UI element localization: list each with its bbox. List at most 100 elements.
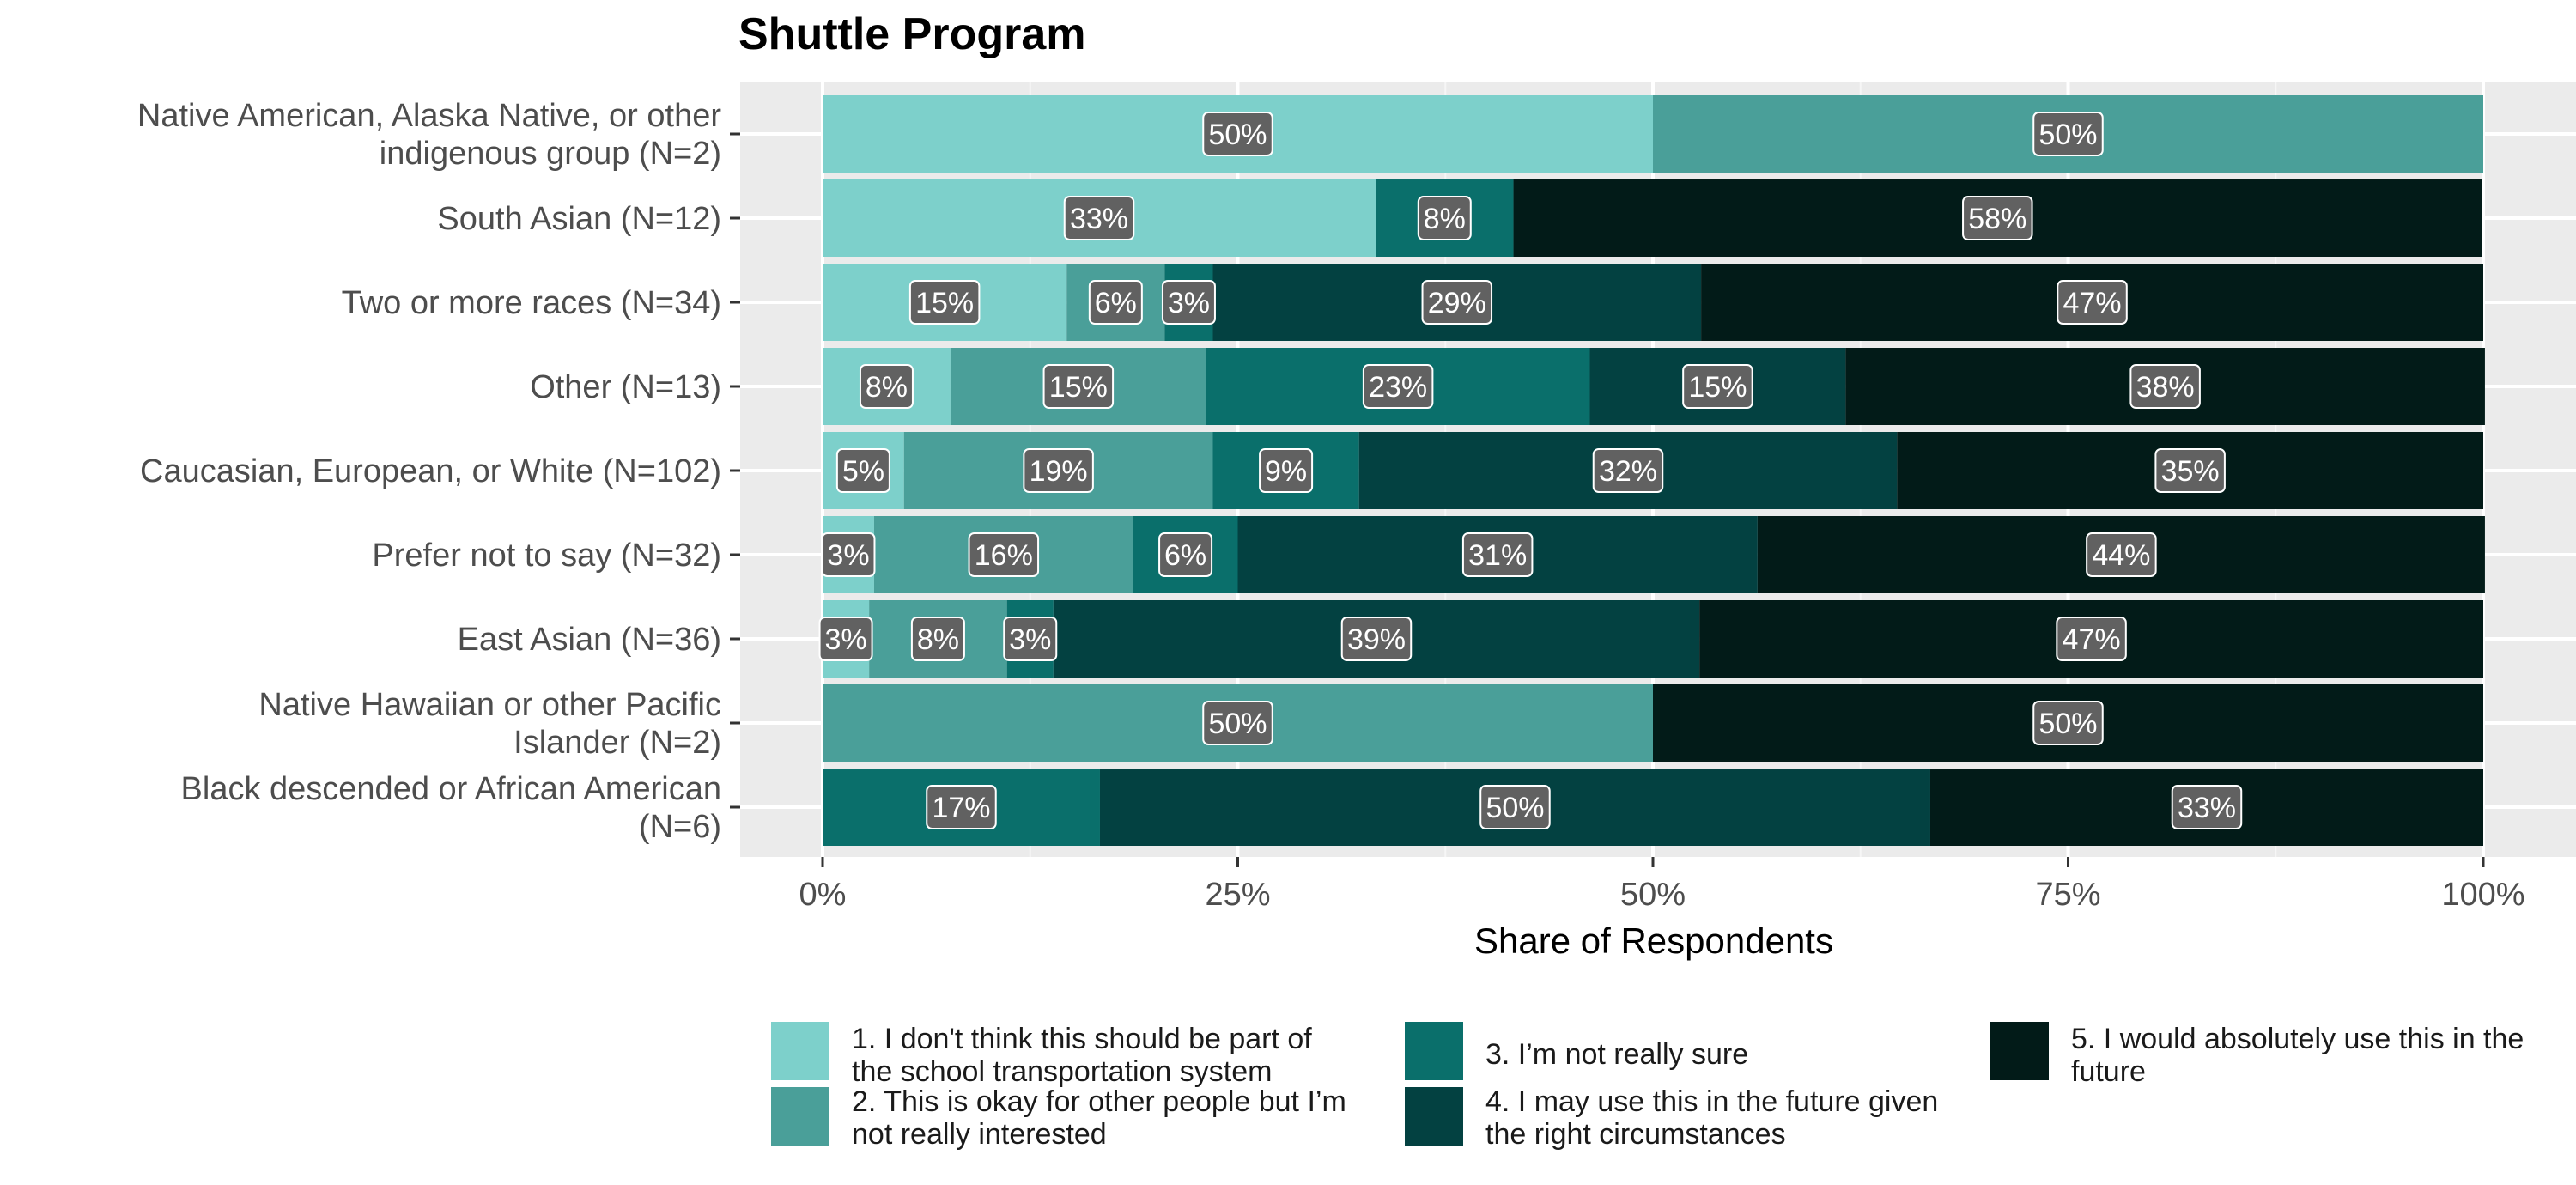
data-label: 50%: [2038, 118, 2097, 151]
legend-label: 4. I may use this in the future given the…: [1485, 1085, 2035, 1151]
data-label: 23%: [1369, 371, 1427, 404]
data-label: 17%: [932, 792, 990, 824]
legend-key: [771, 1022, 829, 1080]
y-tick-label: Other (N=13): [530, 369, 721, 405]
data-label: 16%: [975, 539, 1033, 572]
data-label: 8%: [1424, 203, 1466, 235]
y-tick-label: Islander (N=2): [513, 725, 721, 761]
data-label: 3%: [827, 539, 869, 572]
data-label-box: [2032, 701, 2104, 745]
data-label-box: [1063, 196, 1135, 240]
data-label-box: [821, 532, 876, 577]
data-label-box: [1202, 701, 1273, 745]
y-tick-label: Prefer not to say (N=32): [372, 538, 721, 574]
data-label-box: [926, 785, 997, 830]
data-label: 15%: [915, 287, 974, 319]
data-label-box: [1340, 617, 1413, 661]
data-label: 44%: [2092, 539, 2150, 572]
legend-label-line: 4. I may use this in the future given: [1485, 1085, 1939, 1118]
data-label-box: [2056, 617, 2127, 661]
data-label: 6%: [1164, 539, 1206, 572]
data-label: 3%: [825, 623, 867, 656]
data-label: 9%: [1265, 455, 1307, 488]
data-label-box: [968, 532, 1040, 577]
data-label-box: [910, 617, 965, 661]
data-label: 50%: [2038, 708, 2097, 740]
y-tick-label: indigenous group (N=2): [380, 136, 721, 172]
data-label: 31%: [1468, 539, 1527, 572]
data-label-box: [2086, 532, 2157, 577]
data-label-box: [2057, 280, 2128, 325]
data-label-box: [859, 364, 914, 409]
legend-label-line: 3. I’m not really sure: [1485, 1038, 1749, 1071]
legend-label-line: the right circumstances: [1485, 1118, 1786, 1151]
data-label: 29%: [1428, 287, 1486, 319]
data-label: 32%: [1599, 455, 1657, 488]
legend-label-line: the school transportation system: [852, 1055, 1273, 1088]
data-label: 3%: [1168, 287, 1210, 319]
data-label-box: [1023, 448, 1094, 493]
data-label-box: [1682, 364, 1753, 409]
data-label-box: [1962, 196, 2033, 240]
x-tick-label: 100%: [2441, 877, 2524, 913]
data-label-box: [908, 280, 981, 325]
data-label: 50%: [1208, 118, 1267, 151]
data-label-box: [1042, 364, 1115, 409]
x-tick-label: 50%: [1620, 877, 1686, 913]
y-tick-label: (N=6): [639, 809, 721, 845]
data-label-box: [1461, 532, 1534, 577]
data-label-box: [1259, 448, 1314, 493]
data-label: 58%: [1968, 203, 2026, 235]
data-label: 8%: [866, 371, 908, 404]
data-label: 15%: [1049, 371, 1108, 404]
data-label-box: [818, 617, 873, 661]
data-label-box: [1158, 532, 1213, 577]
data-label-box: [2032, 112, 2104, 156]
data-label-box: [1592, 448, 1664, 493]
y-tick-label: Native Hawaiian or other Pacific: [258, 687, 721, 723]
x-tick-label: 75%: [2035, 877, 2100, 913]
data-label-box: [1362, 364, 1434, 409]
data-label-box: [2129, 364, 2201, 409]
data-label-box: [2154, 448, 2226, 493]
legend-label-line: 5. I would absolutely use this in the: [2071, 1023, 2524, 1055]
data-label: 8%: [917, 623, 959, 656]
data-label: 33%: [1070, 203, 1128, 235]
legend-label: 2. This is okay for other people but I’m…: [852, 1085, 1401, 1151]
legend-label: 3. I’m not really sure: [1485, 1038, 2035, 1071]
data-label: 19%: [1030, 455, 1088, 488]
legend-label-line: 2. This is okay for other people but I’m: [852, 1085, 1346, 1118]
data-label: 3%: [1009, 623, 1051, 656]
legend-key: [1405, 1087, 1463, 1146]
y-tick-label: Native American, Alaska Native, or other: [137, 98, 721, 134]
y-tick-label: Caucasian, European, or White (N=102): [140, 453, 721, 489]
data-label-box: [1202, 112, 1273, 156]
data-label: 33%: [2178, 792, 2236, 824]
data-label-box: [2171, 785, 2243, 830]
y-tick-label: East Asian (N=36): [458, 622, 721, 658]
data-label-box: [1088, 280, 1143, 325]
data-label: 5%: [842, 455, 884, 488]
legend-key: [1990, 1022, 2049, 1080]
data-label-box: [1421, 280, 1493, 325]
y-tick-label: Two or more races (N=34): [342, 285, 721, 321]
legend-label-line: not really interested: [852, 1118, 1107, 1151]
data-label: 39%: [1347, 623, 1406, 656]
data-label: 50%: [1208, 708, 1267, 740]
legend-label: 5. I would absolutely use this in the fut…: [2071, 1023, 2576, 1088]
legend-label: 1. I don't think this should be part of t…: [852, 1023, 1401, 1088]
legend-label-line: future: [2071, 1055, 2146, 1088]
data-label: 47%: [2063, 623, 2121, 656]
legend-key: [771, 1087, 829, 1146]
data-label: 15%: [1688, 371, 1747, 404]
data-label-box: [1479, 785, 1551, 830]
data-label: 6%: [1095, 287, 1137, 319]
data-label-box: [1417, 196, 1472, 240]
legend-label-line: 1. I don't think this should be part of: [852, 1023, 1312, 1055]
data-label: 38%: [2136, 371, 2195, 404]
y-tick-label: Black descended or African American: [181, 771, 721, 807]
data-label: 35%: [2161, 455, 2220, 488]
chart-title: Shuttle Program: [738, 9, 1086, 59]
x-tick-label: 0%: [799, 877, 847, 913]
